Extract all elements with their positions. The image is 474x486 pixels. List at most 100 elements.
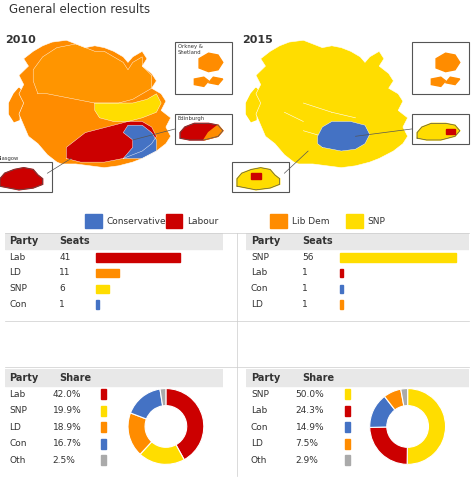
Polygon shape xyxy=(251,173,261,179)
Polygon shape xyxy=(33,44,152,103)
Text: 2015: 2015 xyxy=(242,35,273,45)
Polygon shape xyxy=(123,125,156,158)
Text: 6: 6 xyxy=(59,284,65,294)
Polygon shape xyxy=(199,53,223,71)
Text: 2.9%: 2.9% xyxy=(295,456,319,465)
Text: Party: Party xyxy=(251,373,280,382)
Polygon shape xyxy=(180,123,223,140)
Text: 2010: 2010 xyxy=(5,35,36,45)
Polygon shape xyxy=(246,88,261,122)
Bar xyxy=(270,214,287,228)
Polygon shape xyxy=(9,88,24,122)
Polygon shape xyxy=(209,77,223,85)
Text: 24.3%: 24.3% xyxy=(295,406,324,415)
Bar xyxy=(100,439,106,449)
Polygon shape xyxy=(194,77,209,87)
Text: 1: 1 xyxy=(302,300,308,309)
Polygon shape xyxy=(446,77,460,85)
Bar xyxy=(345,439,350,449)
Text: Share: Share xyxy=(302,373,334,382)
Bar xyxy=(340,253,456,261)
Bar xyxy=(100,406,106,416)
Polygon shape xyxy=(436,53,460,71)
Wedge shape xyxy=(370,427,407,464)
Wedge shape xyxy=(130,389,163,419)
Text: Lib Dem: Lib Dem xyxy=(292,217,329,226)
Text: SNP: SNP xyxy=(251,390,269,399)
Bar xyxy=(346,214,363,228)
Bar xyxy=(166,214,182,228)
Bar xyxy=(96,285,109,293)
Bar xyxy=(100,422,106,433)
Polygon shape xyxy=(446,129,455,135)
Polygon shape xyxy=(0,168,43,190)
Text: Seats: Seats xyxy=(59,236,90,246)
Wedge shape xyxy=(370,397,395,427)
Text: 7.5%: 7.5% xyxy=(295,439,319,449)
Text: LD: LD xyxy=(9,268,21,278)
Text: Conservative: Conservative xyxy=(107,217,166,226)
Text: Oth: Oth xyxy=(251,456,267,465)
Bar xyxy=(96,269,118,278)
Text: 56: 56 xyxy=(302,253,314,261)
Text: 19.9%: 19.9% xyxy=(53,406,82,415)
Text: Lab: Lab xyxy=(251,268,267,278)
Text: 14.9%: 14.9% xyxy=(295,423,324,432)
Text: Party: Party xyxy=(251,236,280,246)
Bar xyxy=(345,422,350,433)
Text: 2.5%: 2.5% xyxy=(53,456,75,465)
Bar xyxy=(412,114,469,144)
Bar xyxy=(175,114,232,144)
Text: Seats: Seats xyxy=(302,236,333,246)
Text: Labour: Labour xyxy=(187,217,219,226)
Text: Party: Party xyxy=(9,236,38,246)
Wedge shape xyxy=(407,389,446,465)
Bar xyxy=(0,162,52,191)
Polygon shape xyxy=(431,77,446,87)
Text: 11: 11 xyxy=(59,268,71,278)
Text: 1: 1 xyxy=(59,300,65,309)
Polygon shape xyxy=(19,40,171,168)
Bar xyxy=(246,233,469,249)
Polygon shape xyxy=(66,122,156,162)
Text: Con: Con xyxy=(9,439,27,449)
Text: LD: LD xyxy=(9,423,21,432)
Text: Orkney &: Orkney & xyxy=(178,44,202,49)
Text: 16.7%: 16.7% xyxy=(53,439,82,449)
Bar xyxy=(85,214,102,228)
Polygon shape xyxy=(256,40,408,168)
Wedge shape xyxy=(140,442,184,464)
Text: Share: Share xyxy=(59,373,91,382)
Text: Party: Party xyxy=(9,373,38,382)
Text: SNP: SNP xyxy=(9,284,27,294)
Bar xyxy=(340,285,343,293)
Wedge shape xyxy=(160,389,166,406)
Bar xyxy=(5,369,223,386)
Bar xyxy=(96,253,180,261)
Bar xyxy=(232,162,289,191)
Text: LD: LD xyxy=(251,300,263,309)
Text: Con: Con xyxy=(251,284,268,294)
Text: 50.0%: 50.0% xyxy=(295,390,324,399)
Text: Shetland: Shetland xyxy=(178,51,201,55)
Polygon shape xyxy=(204,125,223,140)
Bar xyxy=(345,406,350,416)
Wedge shape xyxy=(128,413,152,454)
Text: Lab: Lab xyxy=(9,390,25,399)
Text: Lab: Lab xyxy=(251,406,267,415)
Bar xyxy=(412,42,469,94)
Text: Con: Con xyxy=(251,423,268,432)
Bar xyxy=(345,455,350,466)
Bar xyxy=(175,42,232,94)
Bar xyxy=(340,300,343,309)
Bar xyxy=(340,269,343,278)
Text: LD: LD xyxy=(251,439,263,449)
Text: Glasgow: Glasgow xyxy=(0,156,19,161)
Text: SNP: SNP xyxy=(9,406,27,415)
Polygon shape xyxy=(237,168,280,190)
Text: 1: 1 xyxy=(302,268,308,278)
Text: SNP: SNP xyxy=(367,217,385,226)
Text: 41: 41 xyxy=(59,253,71,261)
Wedge shape xyxy=(384,389,404,410)
Bar xyxy=(5,233,223,249)
